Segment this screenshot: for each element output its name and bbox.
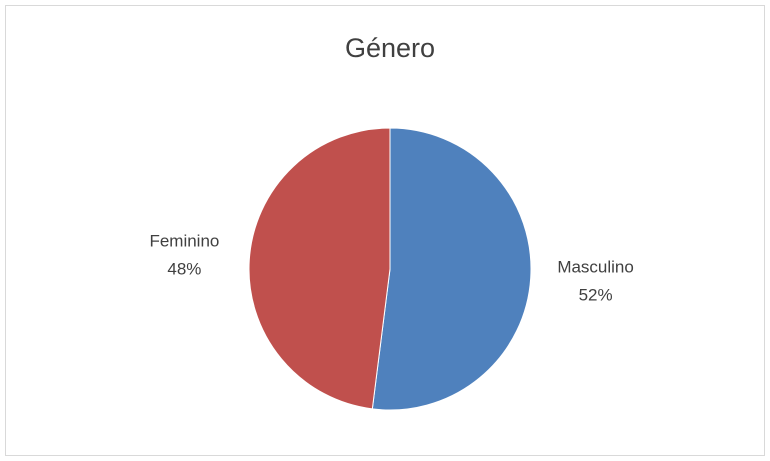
slice-value-label: 48% [167,260,201,279]
pie-slice [371,127,532,411]
slice-value-label: 52% [579,285,613,304]
slice-label: Feminino [149,232,219,251]
pie-slice [248,127,391,410]
slice-label: Masculino [557,257,634,276]
chart-title: Género [345,33,435,63]
